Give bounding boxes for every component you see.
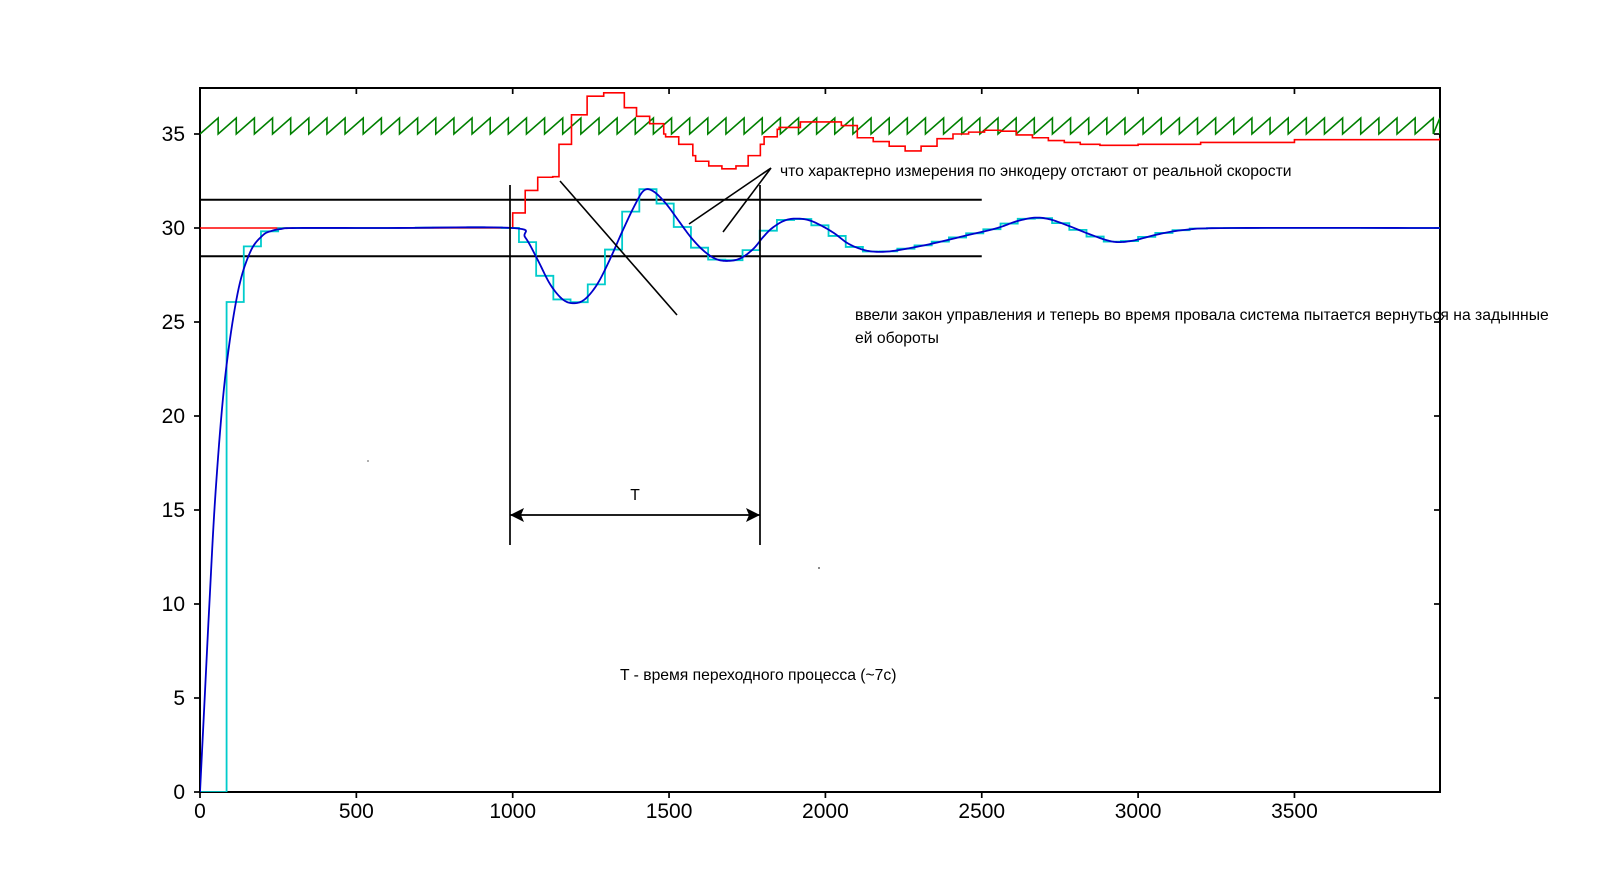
svg-text:что характерно измерения по эн: что характерно измерения по энкодеру отс… xyxy=(780,163,1292,180)
svg-text:0: 0 xyxy=(173,781,185,804)
svg-text:ввели закон управления и тепер: ввели закон управления и теперь во время… xyxy=(855,307,1549,324)
svg-text:T: T xyxy=(630,487,640,504)
svg-text:20: 20 xyxy=(162,405,185,428)
svg-text:3500: 3500 xyxy=(1271,800,1318,823)
svg-text:10: 10 xyxy=(162,593,185,616)
svg-text:500: 500 xyxy=(339,800,374,823)
svg-text:ей обороты: ей обороты xyxy=(855,330,939,347)
svg-text:5: 5 xyxy=(173,687,185,710)
svg-text:15: 15 xyxy=(162,499,185,522)
svg-text:T - время переходного процесса: T - время переходного процесса (~7с) xyxy=(620,667,896,684)
svg-text:0: 0 xyxy=(194,800,206,823)
svg-text:25: 25 xyxy=(162,311,185,334)
svg-text:1000: 1000 xyxy=(489,800,536,823)
svg-text:30: 30 xyxy=(162,217,185,240)
svg-text:1500: 1500 xyxy=(646,800,693,823)
svg-text:2500: 2500 xyxy=(958,800,1005,823)
svg-text:2000: 2000 xyxy=(802,800,849,823)
svg-text:3000: 3000 xyxy=(1115,800,1162,823)
svg-text:35: 35 xyxy=(162,123,185,146)
